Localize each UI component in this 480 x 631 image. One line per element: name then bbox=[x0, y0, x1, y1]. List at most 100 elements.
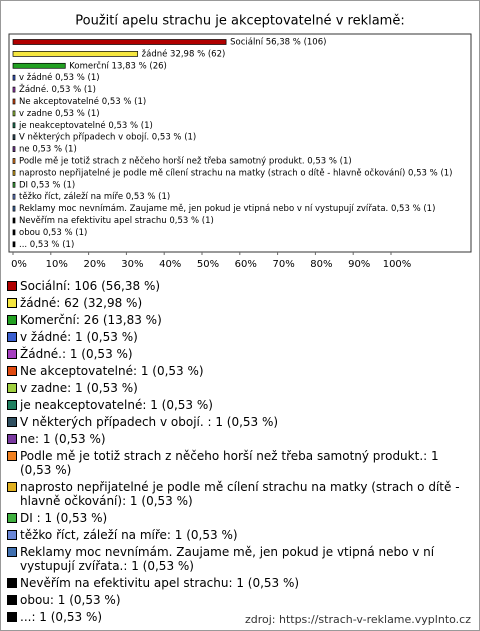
legend-swatch bbox=[7, 332, 17, 342]
bar bbox=[12, 74, 16, 81]
legend-item: naprosto nepřijatelné je podle mě cílení… bbox=[7, 480, 469, 508]
legend-label: Žádné.: 1 (0,53 %) bbox=[20, 347, 133, 361]
legend-label: ...: 1 (0,53 %) bbox=[20, 610, 103, 624]
x-tick-label: 50% bbox=[197, 259, 219, 270]
chart: Použití apelu strachu je akceptovatelné … bbox=[8, 14, 472, 270]
bar bbox=[12, 98, 16, 105]
legend-swatch bbox=[7, 417, 17, 427]
legend-swatch bbox=[7, 366, 17, 376]
value-label: Podle mě je totiž strach z něčeho horší … bbox=[19, 156, 352, 167]
legend-item: Podle mě je totiž strach z něčeho horší … bbox=[7, 449, 469, 477]
legend-swatch bbox=[7, 315, 17, 325]
x-tick-label: 80% bbox=[310, 259, 332, 270]
value-label: naprosto nepřijatelné je podle mě cílení… bbox=[19, 167, 452, 178]
x-tick-label: 90% bbox=[348, 259, 370, 270]
bar bbox=[12, 205, 16, 212]
legend-label: ne: 1 (0,53 %) bbox=[20, 432, 106, 446]
bar bbox=[12, 122, 16, 129]
legend-swatch bbox=[7, 530, 17, 540]
bar bbox=[12, 110, 16, 117]
bar bbox=[12, 146, 16, 152]
bar bbox=[12, 158, 16, 164]
bar bbox=[12, 134, 16, 141]
legend-item: v zadne: 1 (0,53 %) bbox=[7, 381, 469, 395]
value-label: obou 0,53 % (1) bbox=[19, 228, 87, 238]
legend-swatch bbox=[7, 612, 17, 622]
legend-label: Podle mě je totiž strach z něčeho horší … bbox=[20, 449, 439, 477]
value-label: Nevěřím na efektivitu apel strachu 0,53 … bbox=[19, 216, 214, 226]
bar bbox=[12, 193, 16, 200]
bar bbox=[12, 51, 139, 57]
value-label: v zadne 0,53 % (1) bbox=[19, 109, 100, 119]
legend-item: Sociální: 106 (56,38 %) bbox=[7, 279, 469, 293]
legend-item: Reklamy moc nevnímám. Zaujame mě, jen po… bbox=[7, 545, 469, 573]
value-label: Reklamy moc nevnímám. Zaujame mě, jen po… bbox=[19, 204, 435, 214]
legend-swatch bbox=[7, 281, 17, 291]
source: zdroj: https://strach-v-reklame.vyplnto.… bbox=[244, 613, 471, 626]
bar bbox=[12, 170, 16, 176]
legend-swatch bbox=[7, 578, 17, 588]
legend-swatch bbox=[7, 434, 17, 444]
legend-item: Komerční: 26 (13,83 %) bbox=[7, 313, 469, 327]
legend-label: Ne akceptovatelné: 1 (0,53 %) bbox=[20, 364, 204, 378]
legend-item: Nevěřím na efektivitu apel strachu: 1 (0… bbox=[7, 576, 469, 590]
bar bbox=[12, 229, 16, 236]
value-label: Komerční 13,83 % (26) bbox=[69, 60, 167, 71]
value-label: ne 0,53 % (1) bbox=[19, 145, 77, 155]
legend-item: těžko říct, záleží na míře: 1 (0,53 %) bbox=[7, 528, 469, 542]
legend-swatch bbox=[7, 595, 17, 605]
legend-label: Nevěřím na efektivitu apel strachu: 1 (0… bbox=[20, 576, 300, 590]
legend-swatch bbox=[7, 547, 17, 557]
legend-item: je neakceptovatelné: 1 (0,53 %) bbox=[7, 398, 469, 412]
legend-swatch bbox=[7, 482, 17, 492]
legend-item: ne: 1 (0,53 %) bbox=[7, 432, 469, 446]
legend-item: žádné: 62 (32,98 %) bbox=[7, 296, 469, 310]
bar bbox=[12, 39, 227, 45]
legend-label: těžko říct, záleží na míře: 1 (0,53 %) bbox=[20, 528, 238, 542]
legend-label: naprosto nepřijatelné je podle mě cílení… bbox=[20, 480, 460, 508]
legend-swatch bbox=[7, 400, 17, 410]
legend-item: Ne akceptovatelné: 1 (0,53 %) bbox=[7, 364, 469, 378]
bar bbox=[12, 241, 16, 248]
legend-label: obou: 1 (0,53 %) bbox=[20, 593, 121, 607]
legend-item: obou: 1 (0,53 %) bbox=[7, 593, 469, 607]
x-tick-label: 0% bbox=[11, 259, 27, 270]
x-tick-label: 100% bbox=[383, 259, 412, 270]
legend-item: V některých případech v obojí. : 1 (0,53… bbox=[7, 415, 469, 429]
legend-label: Komerční: 26 (13,83 %) bbox=[20, 313, 162, 327]
legend-label: v žádné: 1 (0,53 %) bbox=[20, 330, 138, 344]
value-label: Žádné. 0,53 % (1) bbox=[19, 83, 96, 95]
value-label: V některých případech v obojí. 0,53 % (1… bbox=[19, 133, 196, 143]
x-tick-label: 70% bbox=[272, 259, 294, 270]
value-label: DI 0,53 % (1) bbox=[19, 180, 75, 190]
chart-title: Použití apelu strachu je akceptovatelné … bbox=[75, 14, 404, 29]
value-label: Sociální 56,38 % (106) bbox=[230, 38, 326, 48]
legend-label: V některých případech v obojí. : 1 (0,53… bbox=[20, 415, 279, 429]
legend: Sociální: 106 (56,38 %) žádné: 62 (32,98 … bbox=[7, 279, 469, 627]
legend-item: v žádné: 1 (0,53 %) bbox=[7, 330, 469, 344]
legend-swatch bbox=[7, 513, 17, 523]
x-tick-label: 10% bbox=[46, 259, 68, 270]
x-tick-label: 30% bbox=[121, 259, 143, 270]
legend-item: DI : 1 (0,53 %) bbox=[7, 511, 469, 525]
legend-swatch bbox=[7, 451, 17, 461]
bar bbox=[12, 62, 66, 69]
value-label: těžko říct, záleží na míře 0,53 % (1) bbox=[19, 192, 170, 202]
bar bbox=[12, 86, 16, 93]
legend-item: ...: 1 (0,53 %) bbox=[7, 610, 469, 624]
value-label: je neakceptovatelné 0,53 % (1) bbox=[18, 120, 153, 131]
x-tick-label: 40% bbox=[159, 259, 181, 270]
x-tick-label: 60% bbox=[235, 259, 257, 270]
legend-swatch bbox=[7, 298, 17, 308]
x-tick-label: 20% bbox=[83, 259, 105, 270]
value-label: ... 0,53 % (1) bbox=[19, 240, 74, 250]
legend-label: žádné: 62 (32,98 %) bbox=[20, 296, 143, 310]
legend-label: je neakceptovatelné: 1 (0,53 %) bbox=[20, 398, 213, 412]
legend-label: DI : 1 (0,53 %) bbox=[20, 511, 108, 525]
bar bbox=[12, 217, 16, 224]
legend-label: v zadne: 1 (0,53 %) bbox=[20, 381, 138, 395]
value-label: Ne akceptovatelné 0,53 % (1) bbox=[19, 96, 146, 107]
legend-swatch bbox=[7, 383, 17, 393]
legend-swatch bbox=[7, 349, 17, 359]
